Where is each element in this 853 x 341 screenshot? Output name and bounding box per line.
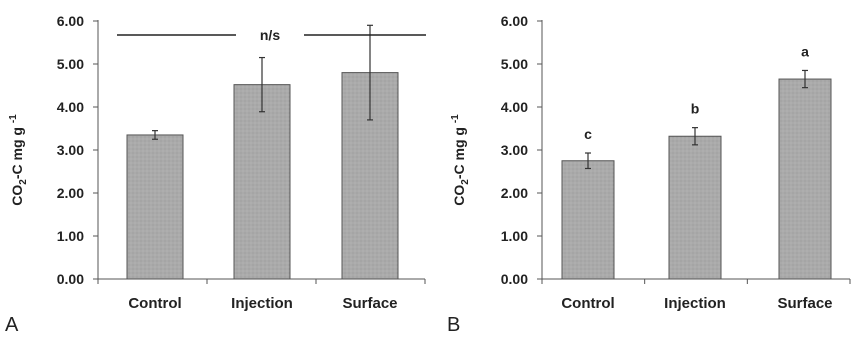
ylabel-main: CO [451, 185, 467, 206]
y-tick-label: 5.00 [501, 56, 528, 72]
x-tick-label: Injection [664, 295, 726, 312]
significance-letter: b [691, 101, 700, 117]
ylabel-main: CO [9, 185, 25, 206]
y-tick-label: 3.00 [501, 142, 528, 158]
y-tick-label: 0.00 [57, 271, 84, 287]
y-tick-label: 1.00 [501, 228, 528, 244]
ns-label: n/s [260, 27, 280, 43]
chart-panel-b: CO2-C mg g -1 0.00 1.00 2.00 3.00 4.00 5.00 6.… [447, 13, 851, 336]
panel-label: A [5, 314, 19, 336]
ylabel-sub: 2 [460, 179, 471, 185]
x-tick-label: Injection [231, 295, 293, 312]
bar-control [126, 134, 184, 280]
ylabel-rest: -C mg g [9, 123, 25, 179]
y-tick-label: 6.00 [57, 13, 84, 29]
y-tick-label: 4.00 [57, 99, 84, 115]
ylabel-rest: -C mg g [451, 123, 467, 179]
y-tick-label: 6.00 [501, 13, 528, 29]
bar-injection [233, 84, 291, 280]
x-tick-label: Control [561, 295, 614, 312]
y-tick-label: 2.00 [501, 185, 528, 201]
y-tick-label: 3.00 [57, 142, 84, 158]
ylabel-exp: -1 [450, 114, 461, 123]
y-tick-label: 2.00 [57, 185, 84, 201]
bar-injection [668, 135, 722, 280]
ylabel-exp: -1 [8, 114, 19, 123]
y-axis-label: CO2-C mg g -1 [450, 114, 471, 206]
chart-panel-a: CO2-C mg g -1 0.00 1.00 2.00 3.00 4.00 5.00 6.… [5, 13, 426, 336]
y-tick-label: 0.00 [501, 271, 528, 287]
x-tick-label: Control [128, 295, 181, 312]
y-axis-label: CO2-C mg g -1 [8, 114, 29, 206]
y-tick-label: 1.00 [57, 228, 84, 244]
ylabel-sub: 2 [18, 179, 29, 185]
y-tick-label: 5.00 [57, 56, 84, 72]
significance-letter: a [801, 43, 809, 59]
x-tick-label: Surface [342, 295, 397, 312]
x-tick-label: Surface [777, 295, 832, 312]
y-tick-label: 4.00 [501, 99, 528, 115]
bar-surface [778, 78, 832, 280]
significance-letter: c [584, 126, 592, 142]
bar-control [561, 160, 615, 280]
panel-label: B [447, 314, 460, 336]
